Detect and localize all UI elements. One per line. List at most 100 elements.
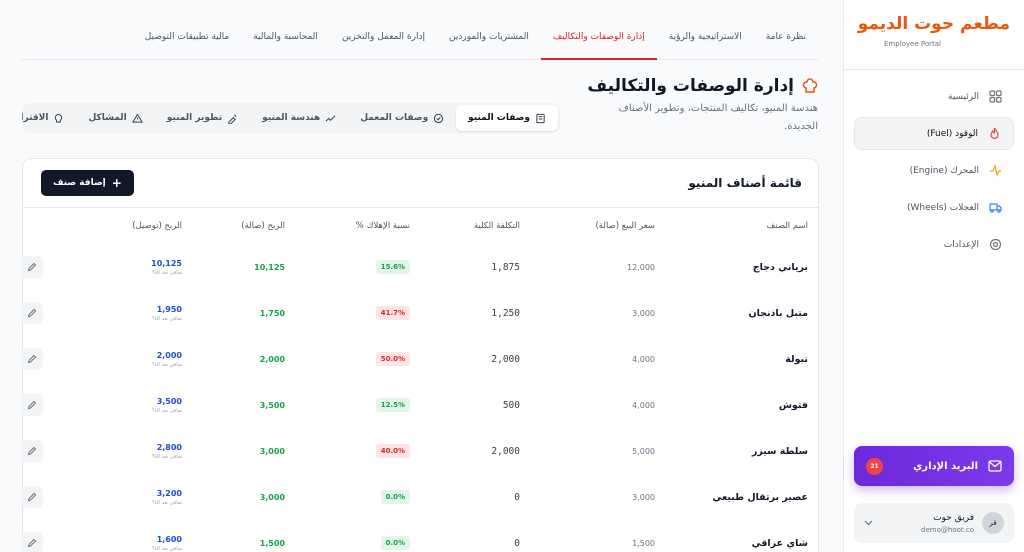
sub-tab[interactable]: هندسة المنيو (250, 105, 348, 131)
column-header: التكلفة الكلية (473, 221, 520, 231)
nav-item[interactable]: الوقود (Fuel) (854, 117, 1014, 150)
total-cost: 1,250 (491, 307, 520, 319)
top-tab[interactable]: المشتريات والموردين (448, 32, 529, 42)
total-cost: 1,875 (491, 261, 520, 273)
sub-tab-label: وصفات المعمل (360, 113, 429, 123)
sale-price: 3,000 (632, 308, 655, 318)
delivery-cell: 10,125 صافي بعد 0% (77, 259, 182, 276)
main: نظرة عامة الاستراتيجية والرؤية إدارة الوصف… (21, 24, 819, 552)
sub-tab-icon (228, 113, 237, 124)
table-header: اسم الصنف سعر البيع (صالة) التكلفة الكلية ن… (23, 208, 818, 244)
sub-tab[interactable]: المشاكل (76, 105, 154, 131)
waste-cell: 0.0% (285, 536, 410, 550)
total-cost: 2,000 (491, 445, 520, 457)
avatar: فر (982, 512, 1004, 534)
nav-label: الوقود (Fuel) (926, 128, 978, 139)
top-tabs: نظرة عامة الاستراتيجية والرؤية إدارة الوصف… (21, 24, 818, 60)
waste-badge: 15.6% (375, 260, 410, 274)
item-name: برياني دجاج (752, 261, 808, 273)
sub-tabs: وصفات المنيو وصفات المعمل هندسة المنيو تطوي… (22, 103, 560, 133)
user-card[interactable]: فر فريق حوت demo@hoot.co (854, 503, 1014, 543)
top-tab[interactable]: الاستراتيجية والرؤية (668, 32, 742, 42)
plus-icon: + (111, 176, 122, 190)
nav-icon (989, 203, 1002, 213)
edit-button[interactable] (21, 486, 43, 508)
edit-button[interactable] (21, 394, 43, 416)
top-tab[interactable]: إدارة المعمل والتخزين (341, 32, 425, 42)
sub-tab-label: وصفات المنيو (468, 113, 530, 123)
sale-price: 4,000 (632, 354, 655, 364)
sub-tab-label: الاقتراحات (22, 113, 49, 123)
total-cost: 500 (502, 399, 520, 411)
edit-button[interactable] (21, 440, 43, 462)
top-tab[interactable]: نظرة عامة (765, 32, 806, 42)
nav-item[interactable]: المحرك (Engine) (854, 154, 1014, 187)
edit-icon (27, 400, 37, 410)
table-row: سلطة سيزر 5,000 2,000 40.0% 3,000 2,800 صافي ب… (21, 428, 818, 474)
table-row: تبولة 4,000 2,000 50.0% 2,000 2,000 صافي بعد 0… (21, 336, 818, 382)
edit-button[interactable] (21, 302, 43, 324)
actions (21, 302, 77, 324)
total-cost: 0 (514, 491, 520, 503)
waste-badge: 50.0% (375, 352, 410, 366)
table-row: شاي عراقي 1,500 0 0.0% 1,500 1,600 صافي بعد 0% (21, 520, 818, 552)
waste-cell: 15.6% (285, 260, 410, 274)
page-title: إدارة الوصفات والتكاليف (587, 76, 794, 96)
column-header: الربح (توصيل) (132, 221, 182, 231)
top-tab[interactable]: المحاسبة والمالية (253, 32, 318, 42)
menu-card: قائمة أصناف المنيو + إضافة صنف اسم الصنف س… (21, 158, 819, 552)
sub-tab[interactable]: الاقتراحات (22, 105, 76, 131)
add-label: إضافة صنف (53, 178, 106, 188)
delivery-profit: 10,125 (151, 258, 182, 268)
delivery-cell: 1,600 صافي بعد 0% (77, 535, 182, 552)
delivery-cell: 1,950 صافي بعد 0% (77, 305, 182, 322)
hall-profit: 1,500 (259, 538, 285, 548)
delivery-note: صافي بعد 0% (152, 269, 182, 276)
edit-icon (27, 538, 37, 548)
page-description: هندسة المنيو، تكاليف المنتجات، وتطوير ال… (618, 103, 818, 132)
nav-item[interactable]: الإعدادات (854, 228, 1014, 261)
delivery-profit: 3,500 (156, 396, 182, 406)
nav-label: المحرك (Engine) (909, 165, 979, 176)
sidebar: مطعم حوت الديمو Employee Portal الرئيسية… (843, 0, 1024, 552)
user-name: فريق حوت (933, 512, 974, 523)
item-name: متبل باذنجان (748, 307, 808, 319)
sub-tab-label: هندسة المنيو (262, 113, 321, 123)
brand-subtitle: Employee Portal (884, 40, 942, 48)
sub-tab-label: تطوير المنيو (166, 113, 223, 123)
nav-item[interactable]: العجلات (Wheels) (854, 191, 1014, 224)
column-header: نسبة الإهلاك % (355, 221, 410, 231)
add-button[interactable]: + إضافة صنف (41, 170, 134, 196)
brand-name: مطعم حوت الديمو (857, 14, 1010, 34)
waste-badge: 12.5% (375, 398, 410, 412)
sub-tab[interactable]: وصفات المنيو (456, 105, 558, 131)
sub-tab-icon (131, 112, 143, 123)
sub-tab[interactable]: تطوير المنيو (155, 105, 250, 131)
hall-profit: 3,000 (259, 492, 285, 502)
waste-badge: 0.0% (380, 490, 410, 504)
top-tab[interactable]: إدارة الوصفات والتكاليف (540, 24, 657, 60)
edit-button[interactable] (21, 256, 43, 278)
mail-button[interactable]: البريد الإداري 21 (854, 446, 1014, 486)
item-name: تبولة (785, 353, 808, 365)
delivery-cell: 2,800 صافي بعد 0% (77, 443, 182, 460)
hall-profit: 10,125 (254, 262, 285, 272)
delivery-profit: 3,200 (156, 488, 182, 498)
mail-badge: 21 (866, 457, 883, 475)
nav-icon (990, 127, 999, 140)
nav-item[interactable]: الرئيسية (854, 80, 1014, 113)
sale-price: 3,000 (632, 492, 655, 502)
sub-tab-label: المشاكل (88, 113, 127, 123)
edit-icon (27, 446, 37, 456)
edit-button[interactable] (21, 532, 43, 552)
hall-profit: 3,500 (259, 400, 285, 410)
sub-tab-icon (325, 114, 336, 122)
edit-button[interactable] (21, 348, 43, 370)
sale-price: 12,000 (627, 262, 655, 272)
top-tab[interactable]: مالية تطبيقات التوصيل (144, 32, 230, 42)
actions (21, 532, 77, 552)
delivery-profit: 2,800 (156, 442, 182, 452)
sub-tab[interactable]: وصفات المعمل (348, 105, 456, 131)
chevron (864, 520, 873, 526)
